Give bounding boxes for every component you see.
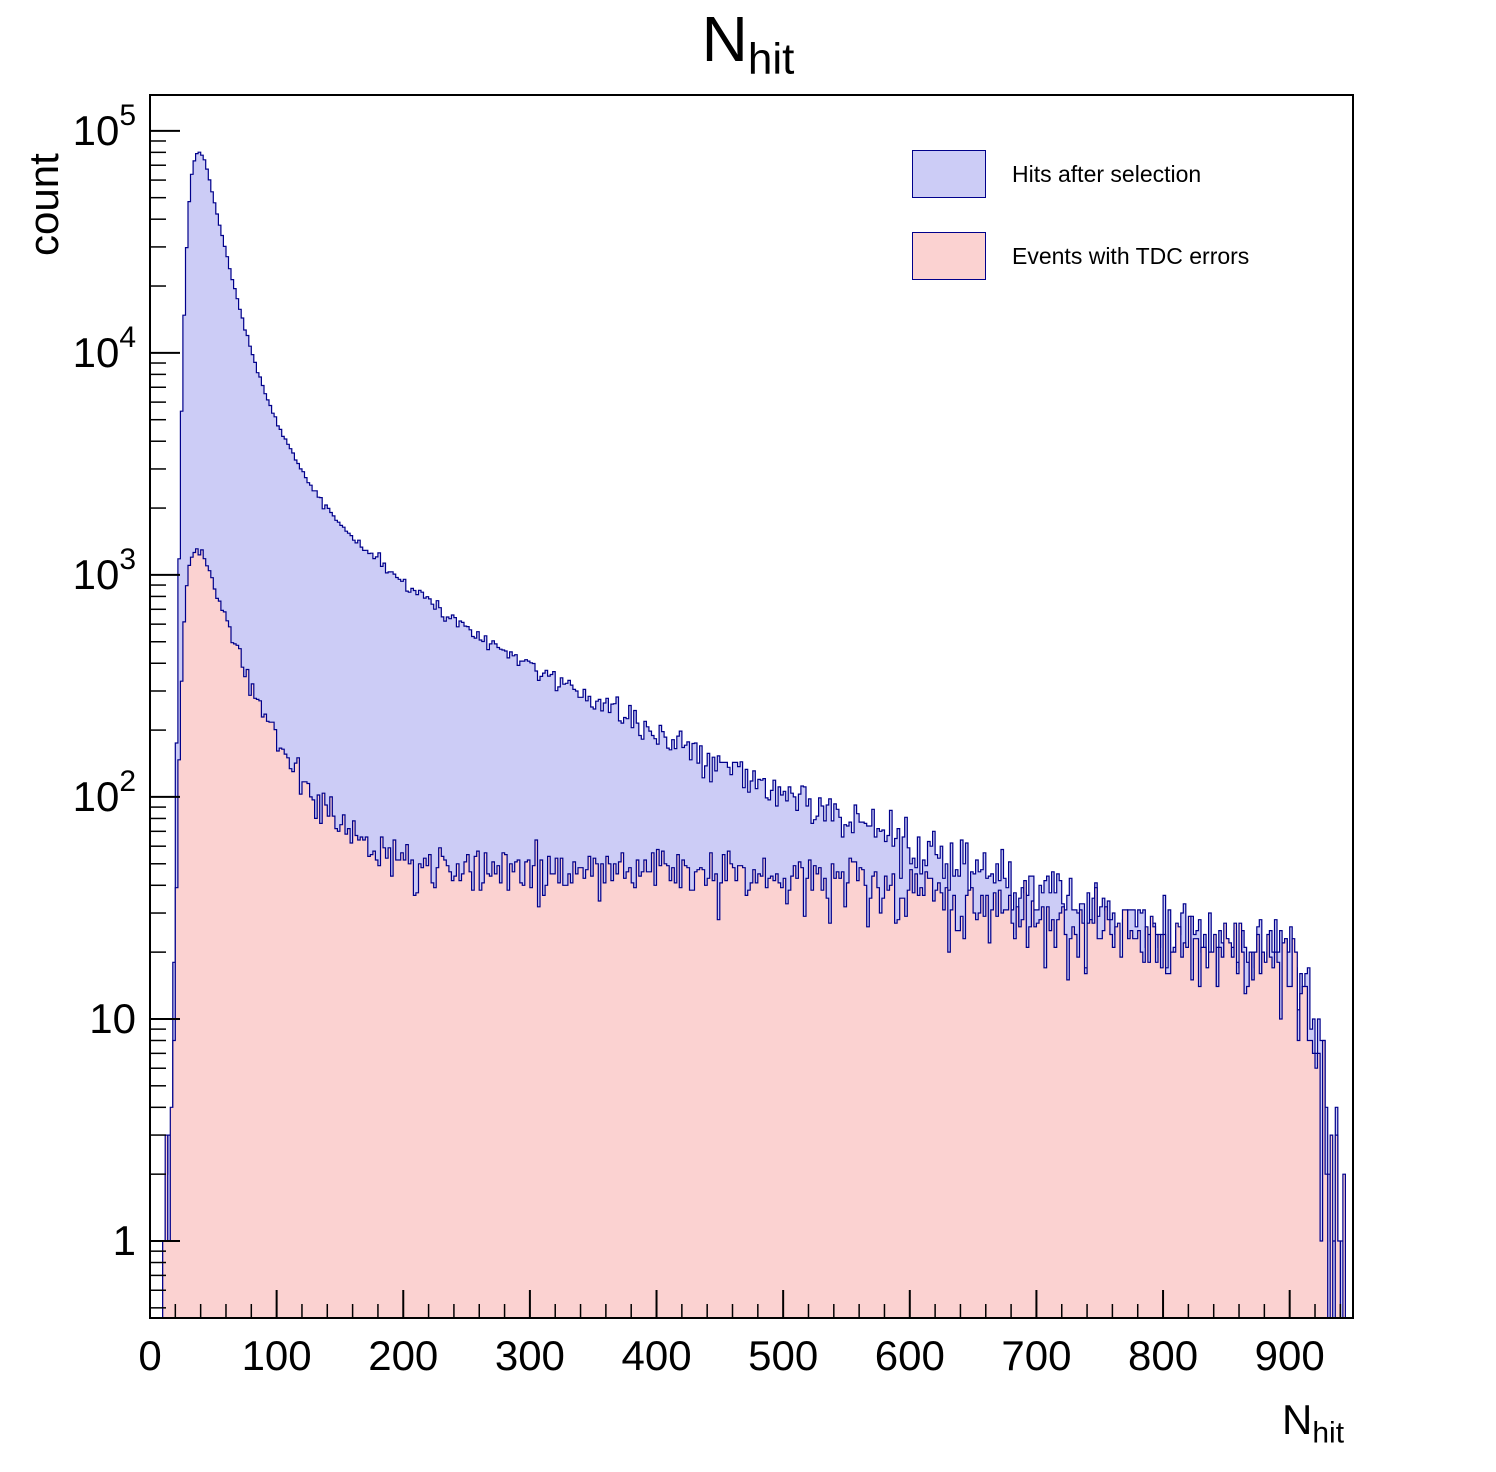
legend-label-hits-after-selection: Hits after selection — [1012, 160, 1202, 187]
svg-text:102: 102 — [73, 765, 136, 820]
svg-text:100: 100 — [242, 1332, 312, 1379]
svg-text:600: 600 — [875, 1332, 945, 1379]
chart-title-main: N — [701, 3, 748, 75]
svg-text:105: 105 — [73, 99, 136, 154]
chart-title-sub: hit — [747, 34, 795, 84]
legend-item-hits-after-selection: Hits after selection — [912, 150, 1249, 198]
svg-text:104: 104 — [73, 321, 136, 376]
legend-item-tdc-errors: Events with TDC errors — [912, 232, 1249, 280]
legend: Hits after selection Events with TDC err… — [912, 150, 1249, 314]
legend-swatch-tdc-errors — [912, 232, 986, 280]
svg-text:800: 800 — [1128, 1332, 1198, 1379]
svg-text:500: 500 — [748, 1332, 818, 1379]
x-axis-title: Nhit — [1282, 1396, 1344, 1450]
svg-text:400: 400 — [621, 1332, 691, 1379]
svg-text:0: 0 — [138, 1332, 161, 1379]
y-axis-title: count — [20, 153, 67, 256]
svg-text:103: 103 — [73, 543, 136, 598]
svg-text:1: 1 — [113, 1217, 136, 1264]
x-axis-title-main: N — [1282, 1396, 1313, 1443]
svg-text:300: 300 — [495, 1332, 565, 1379]
svg-text:900: 900 — [1255, 1332, 1325, 1379]
svg-text:700: 700 — [1001, 1332, 1071, 1379]
legend-swatch-hits-after-selection — [912, 150, 986, 198]
svg-text:200: 200 — [368, 1332, 438, 1379]
x-axis-title-sub: hit — [1312, 1416, 1345, 1450]
legend-label-tdc-errors: Events with TDC errors — [1012, 242, 1250, 269]
chart-title: Nhit — [0, 4, 1496, 84]
svg-text:10: 10 — [89, 995, 136, 1042]
